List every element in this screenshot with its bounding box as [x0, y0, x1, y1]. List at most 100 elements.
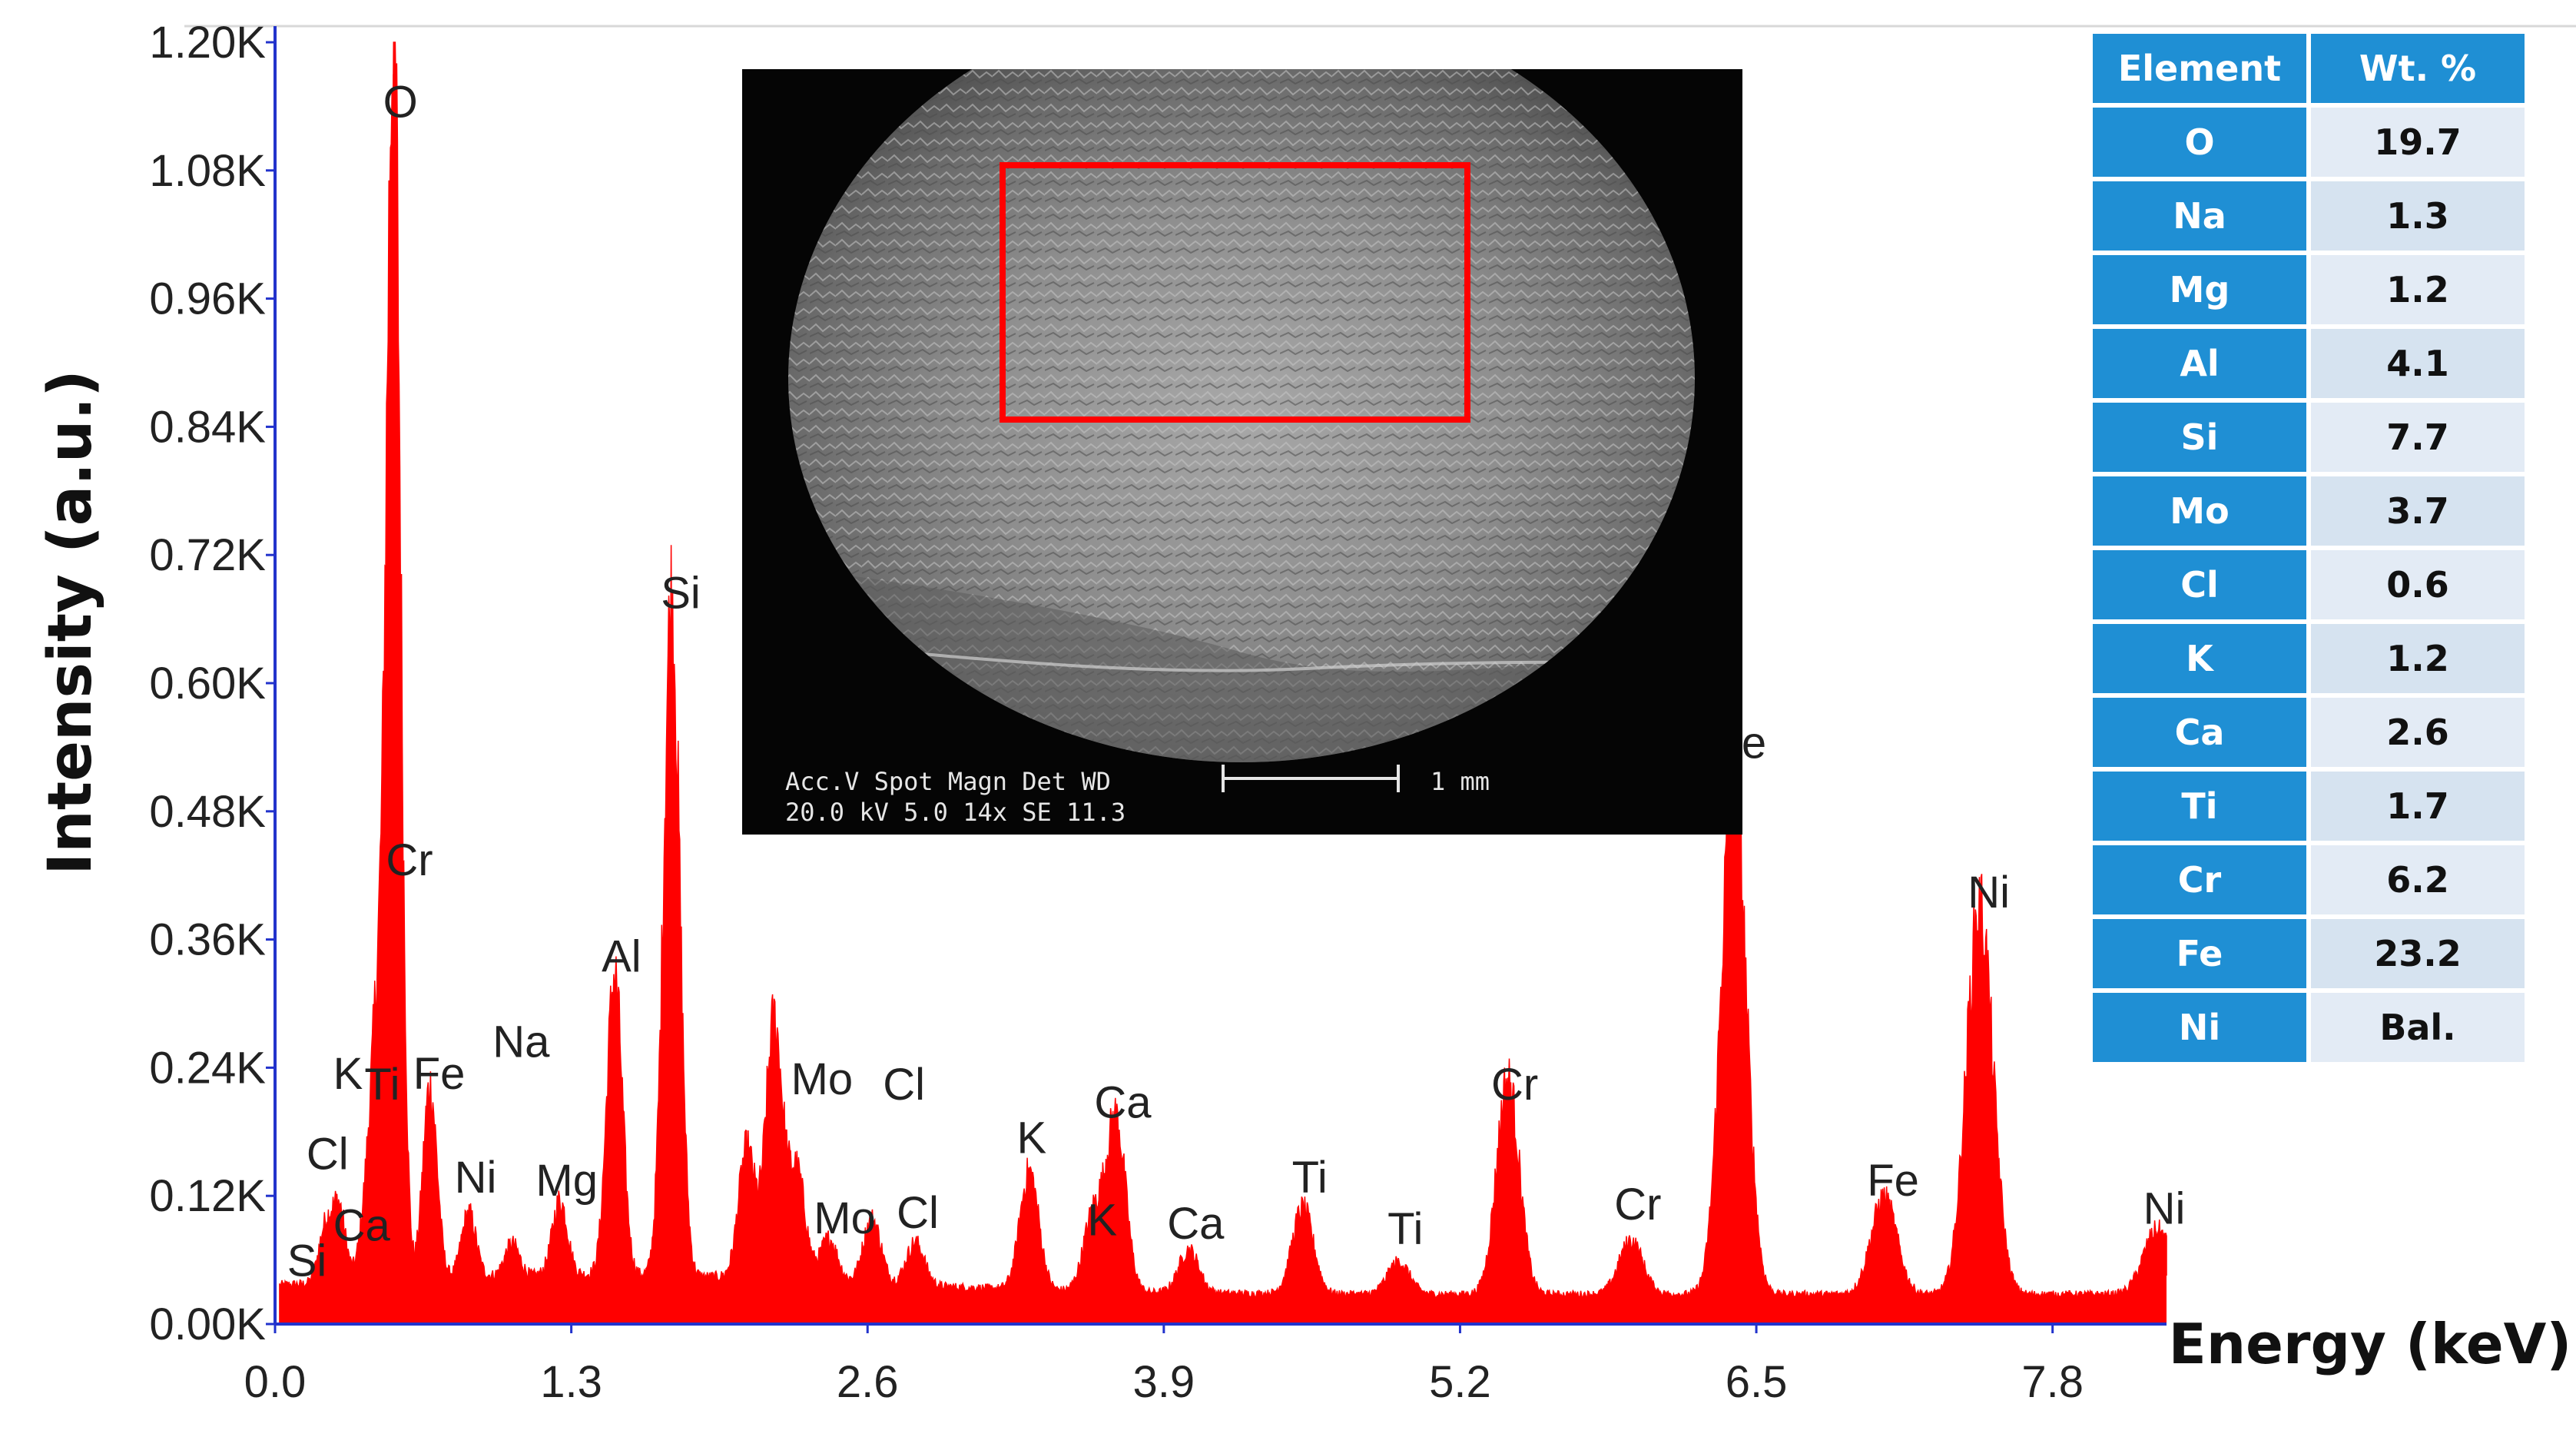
- table-row: Ca 2.6: [2093, 698, 2525, 767]
- cell-element: K: [2093, 624, 2306, 693]
- y-tick-label: 0.96K: [149, 274, 266, 324]
- cell-element: Mo: [2093, 476, 2306, 546]
- peak-label-cr: Cr: [1491, 1060, 1538, 1110]
- cell-element: Ni: [2093, 993, 2306, 1062]
- peak-label-o: O: [383, 77, 418, 127]
- peak-label-ti: Ti: [1387, 1204, 1423, 1254]
- cell-wt: 3.7: [2311, 476, 2525, 546]
- x-tick-label: 0.0: [244, 1357, 307, 1407]
- table-row: Na 1.3: [2093, 181, 2525, 251]
- peak-label-ni: Ni: [2143, 1183, 2186, 1233]
- y-tick-label: 1.20K: [149, 18, 266, 68]
- peak-label-na: Na: [492, 1017, 550, 1067]
- x-tick-label: 1.3: [540, 1357, 602, 1407]
- cell-wt: 1.2: [2311, 255, 2525, 324]
- cell-element: Si: [2093, 403, 2306, 472]
- peak-label-fe: Fe: [413, 1049, 466, 1099]
- sem-caption-line1: Acc.V Spot Magn Det WD: [785, 767, 1111, 796]
- table-row: Mo 3.7: [2093, 476, 2525, 546]
- peak-label-k: K: [333, 1049, 363, 1099]
- sem-fracture-band: [788, 561, 1695, 762]
- cell-element: Al: [2093, 329, 2306, 398]
- cell-wt: 2.6: [2311, 698, 2525, 767]
- cell-wt: 1.3: [2311, 181, 2525, 251]
- sem-micrograph-inset: Acc.V Spot Magn Det WD 20.0 kV 5.0 14x S…: [742, 69, 1742, 835]
- x-tick-label: 7.8: [2021, 1357, 2084, 1407]
- composition-table: Element Wt. % O 19.7 Na 1.3 Mg 1.2 Al 4.1 Si…: [2088, 29, 2529, 1067]
- header-element: Element: [2093, 34, 2306, 103]
- x-tick-labels: 0.0 1.3 2.6 3.9 5.2 6.5 7.8: [244, 1357, 2084, 1407]
- cell-wt: 7.7: [2311, 403, 2525, 472]
- peak-label-ti: Ti: [364, 1060, 399, 1110]
- peak-label-cl: Cl: [307, 1129, 349, 1179]
- table-row: Cr 6.2: [2093, 845, 2525, 914]
- table-row: Fe 23.2: [2093, 919, 2525, 988]
- cell-element: Ca: [2093, 698, 2306, 767]
- table-row: Cl 0.6: [2093, 550, 2525, 619]
- cell-element: Mg: [2093, 255, 2306, 324]
- y-tick-label: 0.24K: [149, 1043, 266, 1093]
- cell-wt: 0.6: [2311, 550, 2525, 619]
- table-row: Ti 1.7: [2093, 772, 2525, 841]
- y-tick-label: 0.48K: [149, 787, 266, 837]
- y-tick-label: 0.72K: [149, 530, 266, 580]
- cell-wt: 1.2: [2311, 624, 2525, 693]
- table-header-row: Element Wt. %: [2093, 34, 2525, 103]
- peak-label-ni: Ni: [455, 1153, 497, 1203]
- peak-label-cl: Cl: [883, 1060, 925, 1110]
- y-axis-title: Intensity (a.u.): [36, 370, 105, 874]
- cell-element: Cr: [2093, 845, 2306, 914]
- peak-label-ca: Ca: [1094, 1078, 1152, 1128]
- peak-label-ca: Ca: [333, 1201, 391, 1251]
- y-tick-label: 0.84K: [149, 402, 266, 452]
- x-title-backdrop: [2167, 1276, 2576, 1391]
- peak-label-ca: Ca: [1167, 1199, 1225, 1249]
- peak-label-cr: Cr: [1614, 1180, 1661, 1230]
- y-tick-label: 1.08K: [149, 146, 266, 196]
- sem-scale-label: 1 mm: [1431, 767, 1490, 796]
- cell-element: Cl: [2093, 550, 2306, 619]
- peak-label-mo: Mo: [814, 1193, 876, 1243]
- peak-label-ni: Ni: [1968, 868, 2010, 918]
- y-tick-label: 0.36K: [149, 915, 266, 965]
- cell-wt: 1.7: [2311, 772, 2525, 841]
- table-row: K 1.2: [2093, 624, 2525, 693]
- peak-label-mg: Mg: [535, 1156, 598, 1206]
- header-wt-percent: Wt. %: [2311, 34, 2525, 103]
- peak-label-ti: Ti: [1292, 1153, 1328, 1203]
- spectrum-layer: [279, 41, 2167, 1325]
- axis-layer: [266, 26, 2167, 1333]
- y-tick-label: 0.60K: [149, 659, 266, 709]
- peak-label-cl: Cl: [897, 1188, 939, 1238]
- peak-label-si: Si: [661, 569, 701, 619]
- table-row: O 19.7: [2093, 108, 2525, 177]
- y-tick-label: 0.12K: [149, 1171, 266, 1221]
- table-row: Al 4.1: [2093, 329, 2525, 398]
- spectrum-trace: [279, 41, 2167, 1325]
- cell-wt: Bal.: [2311, 993, 2525, 1062]
- cell-wt: 6.2: [2311, 845, 2525, 914]
- peak-label-si: Si: [287, 1236, 327, 1286]
- peak-label-cr: Cr: [386, 835, 433, 885]
- cell-wt: 4.1: [2311, 329, 2525, 398]
- cell-element: Na: [2093, 181, 2306, 251]
- table-row: Ni Bal.: [2093, 993, 2525, 1062]
- peak-label-k: K: [1016, 1113, 1046, 1163]
- cell-wt: 23.2: [2311, 919, 2525, 988]
- x-tick-label: 3.9: [1133, 1357, 1195, 1407]
- peak-label-al: Al: [602, 931, 642, 981]
- cell-element: Ti: [2093, 772, 2306, 841]
- peak-label-mo: Mo: [791, 1054, 854, 1104]
- sem-caption-line2: 20.0 kV 5.0 14x SE 11.3: [785, 798, 1126, 827]
- x-tick-label: 5.2: [1429, 1357, 1491, 1407]
- x-tick-label: 2.6: [837, 1357, 899, 1407]
- peak-label-k: K: [1087, 1196, 1117, 1246]
- peak-label-fe: Fe: [1867, 1156, 1919, 1206]
- cell-element: Fe: [2093, 919, 2306, 988]
- y-tick-label: 0.00K: [149, 1299, 266, 1349]
- y-tick-labels: 0.00K 0.12K 0.24K 0.36K 0.48K 0.60K 0.72K 0.84K…: [149, 18, 266, 1349]
- x-tick-label: 6.5: [1726, 1357, 1788, 1407]
- x-axis-title: Energy (keV): [2169, 1312, 2572, 1376]
